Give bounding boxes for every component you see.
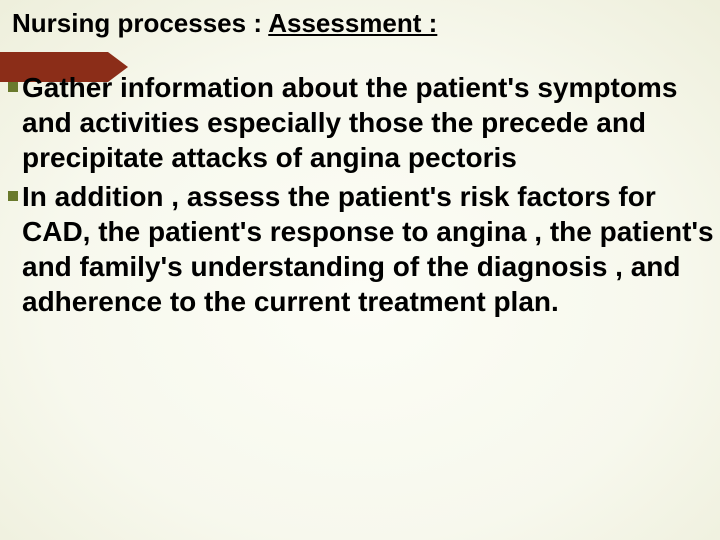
content-area: Gather information about the patient's s… bbox=[0, 70, 720, 323]
bullet-icon bbox=[8, 82, 18, 92]
list-item: In addition , assess the patient's risk … bbox=[22, 179, 718, 319]
title-prefix: Nursing processes : bbox=[12, 8, 268, 38]
slide: Nursing processes : Assessment : Gather … bbox=[0, 0, 720, 540]
bullet-icon bbox=[8, 191, 18, 201]
slide-title: Nursing processes : Assessment : bbox=[12, 8, 710, 39]
list-item: Gather information about the patient's s… bbox=[22, 70, 718, 175]
bullet-text: Gather information about the patient's s… bbox=[22, 72, 677, 173]
title-emphasis: Assessment : bbox=[268, 8, 437, 38]
bullet-text: In addition , assess the patient's risk … bbox=[22, 181, 714, 317]
